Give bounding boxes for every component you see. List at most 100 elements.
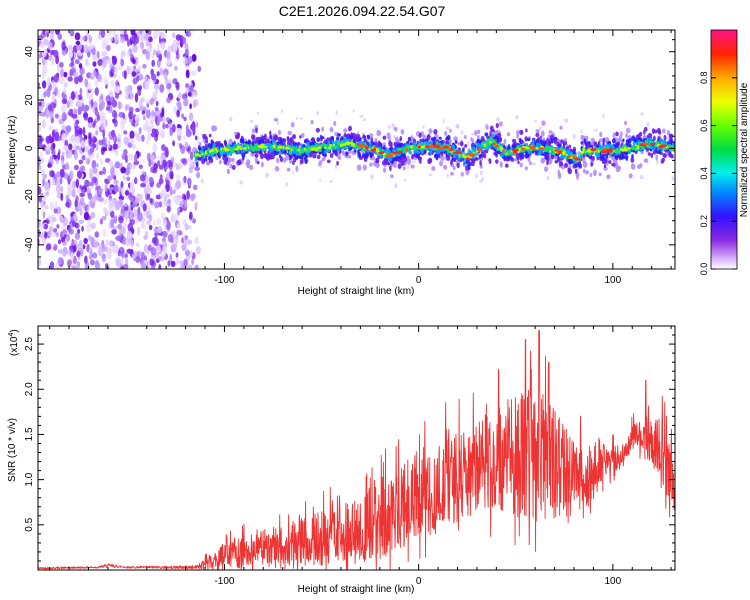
signal-blob [489,141,492,144]
noise-blob [169,161,173,171]
noise-blob [145,50,151,60]
noise-blob [131,253,135,259]
faint-blob [329,180,333,183]
signal-blob [493,151,498,156]
signal-blob [544,154,548,160]
noise-blob [196,135,200,145]
noise-blob [150,68,154,76]
signal-blob [596,152,600,158]
signal-blob [263,145,267,149]
noise-blob [66,259,73,268]
noise-blob [104,239,111,246]
signal-blob [624,120,627,126]
noise-blob [161,212,165,220]
noise-blob [158,164,164,170]
noise-blob [126,65,130,75]
noise-blob [91,176,97,184]
noise-blob [134,153,138,163]
noise-blob [54,201,58,210]
noise-blob [130,239,134,249]
signal-blob [260,161,264,168]
signal-blob [463,135,467,139]
noise-blob [110,218,115,229]
signal-blob [670,154,674,159]
noise-blob [38,47,41,53]
noise-blob [153,30,158,40]
faint-blob [316,110,320,116]
signal-blob [314,148,318,152]
signal-peak [428,144,434,148]
signal-blob [331,140,334,144]
noise-blob [104,178,107,184]
noise-blob [130,137,135,145]
noise-blob [42,193,47,202]
signal-peak [417,145,422,149]
noise-blob [145,40,151,47]
signal-blob [250,152,255,157]
noise-blob [140,174,146,182]
faint-blob [481,177,485,181]
signal-blob [345,146,349,150]
snr-series-line [38,330,675,570]
signal-blob [638,131,643,137]
noise-blob [74,136,81,144]
noise-blob [102,166,106,175]
colorbar-gradient [710,29,738,270]
signal-blob [462,160,466,166]
noise-blob [142,115,146,120]
noise-blob [41,80,47,89]
signal-blob [599,131,603,138]
noise-blob [180,36,187,45]
noise-blob [53,243,58,251]
noise-blob [156,245,161,253]
noise-blob [184,240,188,247]
noise-blob [45,191,49,196]
noise-blob [68,62,74,68]
signal-blob [310,120,314,125]
signal-blob [635,144,638,147]
signal-blob [247,146,250,150]
signal-peak [660,144,668,148]
signal-blob [292,134,296,140]
signal-blob [505,152,508,156]
colorbar-tick-label: 0.0 [699,263,709,276]
signal-blob [544,166,549,172]
noise-blob [138,127,142,135]
noise-blob [172,243,178,249]
noise-blob [94,125,99,130]
noise-blob [69,170,74,180]
signal-blob [393,126,398,131]
noise-blob [152,91,158,98]
noise-blob [144,230,149,239]
signal-blob [233,143,237,148]
noise-blob [118,227,123,237]
noise-blob [111,229,117,235]
signal-blob [474,157,479,161]
noise-blob [49,178,56,186]
signal-blob [215,155,219,161]
signal-blob [624,146,626,150]
signal-blob [580,153,583,156]
signal-blob [588,152,592,157]
faint-blob [602,113,605,119]
signal-blob [383,167,387,173]
signal-blob [242,156,245,161]
signal-blob [194,150,198,155]
signal-blob [258,150,263,155]
snr-xlabel: Height of straight line (km) [298,584,415,595]
noise-blob [75,145,80,151]
signal-blob [444,131,448,136]
signal-blob [403,153,406,159]
noise-blob [121,153,125,159]
noise-blob [159,84,165,93]
signal-blob [337,139,340,145]
signal-peak [600,150,608,154]
signal-peak [521,147,525,151]
signal-peak [558,151,562,154]
noise-blob [173,183,178,192]
signal-blob [507,132,510,137]
noise-blob [155,100,159,107]
faint-blob [538,126,542,131]
noise-blob [47,148,51,153]
signal-blob [370,137,374,143]
